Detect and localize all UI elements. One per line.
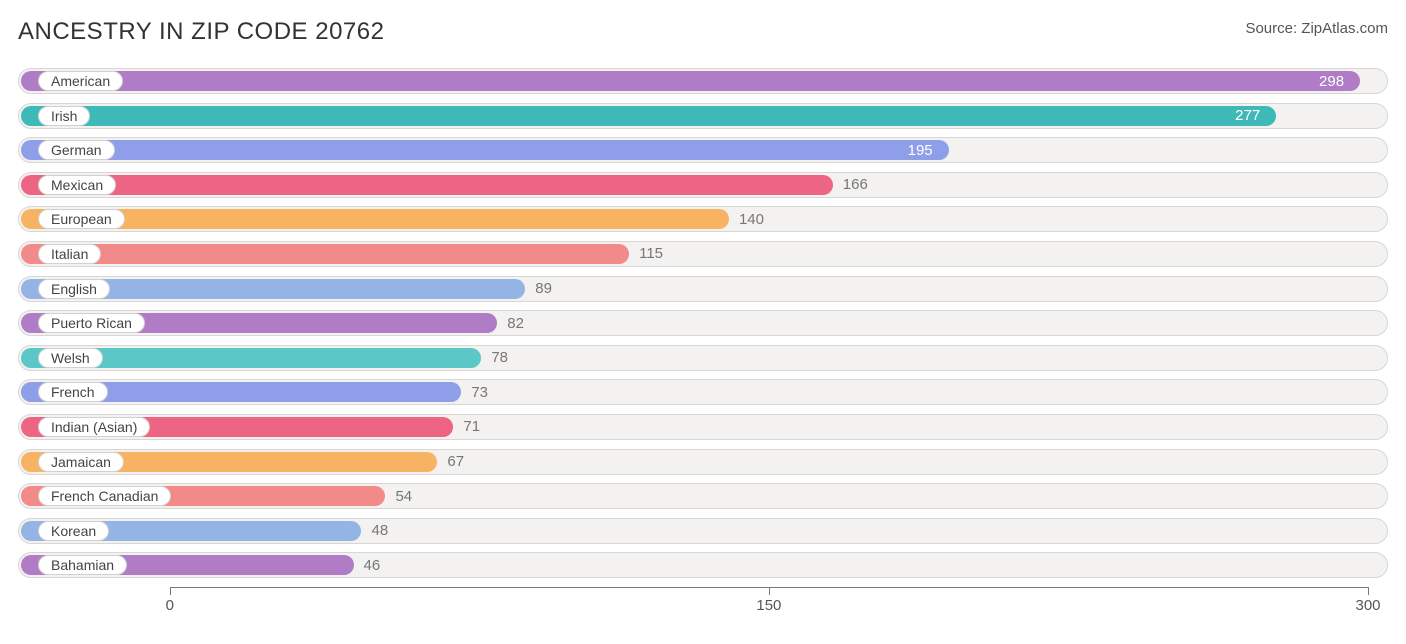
category-pill: Mexican: [38, 175, 116, 195]
plot-area: American 298 Irish 277 German 195 Mexican 166 Eu…: [18, 68, 1388, 578]
axis-tick: [769, 587, 770, 595]
value-label: 166: [843, 172, 868, 198]
bar-fill: [21, 175, 833, 195]
value-label: 140: [739, 206, 764, 232]
bar-row: Italian 115: [18, 241, 1388, 267]
axis-tick: [1368, 587, 1369, 595]
bar-fill: [21, 209, 729, 229]
value-label: 298: [1319, 68, 1344, 94]
value-label: 67: [447, 449, 464, 475]
category-pill: Bahamian: [38, 555, 127, 575]
bar-row: American 298: [18, 68, 1388, 94]
category-pill: European: [38, 209, 125, 229]
bar-fill: [21, 71, 1360, 91]
chart-source: Source: ZipAtlas.com: [1245, 18, 1388, 37]
bar-row: Korean 48: [18, 518, 1388, 544]
bar-fill: [21, 140, 949, 160]
category-pill: Puerto Rican: [38, 313, 145, 333]
value-label: 89: [535, 276, 552, 302]
bar-row: Irish 277: [18, 103, 1388, 129]
bar-row: Puerto Rican 82: [18, 310, 1388, 336]
bar-fill: [21, 244, 629, 264]
category-pill: English: [38, 279, 110, 299]
bar-row: European 140: [18, 206, 1388, 232]
category-pill: Italian: [38, 244, 101, 264]
category-pill: French Canadian: [38, 486, 171, 506]
axis-tick-label: 0: [166, 597, 174, 614]
x-axis: 0 150 300: [18, 587, 1388, 627]
chart-title: ANCESTRY IN ZIP CODE 20762: [18, 18, 384, 46]
value-label: 82: [507, 310, 524, 336]
chart-header: ANCESTRY IN ZIP CODE 20762 Source: ZipAt…: [18, 18, 1388, 46]
value-label: 46: [364, 552, 381, 578]
bar-row: English 89: [18, 276, 1388, 302]
bar-fill: [21, 106, 1276, 126]
bar-row: French 73: [18, 379, 1388, 405]
category-pill: American: [38, 71, 123, 91]
value-label: 73: [471, 379, 488, 405]
value-label: 48: [371, 518, 388, 544]
value-label: 195: [908, 137, 933, 163]
value-label: 277: [1235, 103, 1260, 129]
category-pill: Jamaican: [38, 452, 124, 472]
axis-tick: [170, 587, 171, 595]
category-pill: French: [38, 382, 108, 402]
value-label: 115: [639, 241, 663, 267]
value-label: 78: [491, 345, 508, 371]
category-pill: Korean: [38, 521, 109, 541]
category-pill: German: [38, 140, 115, 160]
ancestry-bar-chart: ANCESTRY IN ZIP CODE 20762 Source: ZipAt…: [0, 0, 1406, 644]
value-label: 54: [395, 483, 412, 509]
bar-row: Welsh 78: [18, 345, 1388, 371]
category-pill: Indian (Asian): [38, 417, 150, 437]
bar-row: French Canadian 54: [18, 483, 1388, 509]
axis-tick-label: 300: [1356, 597, 1381, 614]
axis-tick-label: 150: [756, 597, 781, 614]
bar-row: Mexican 166: [18, 172, 1388, 198]
bar-row: Jamaican 67: [18, 449, 1388, 475]
value-label: 71: [463, 414, 480, 440]
category-pill: Irish: [38, 106, 90, 126]
bar-row: Indian (Asian) 71: [18, 414, 1388, 440]
bar-row: German 195: [18, 137, 1388, 163]
category-pill: Welsh: [38, 348, 103, 368]
bar-row: Bahamian 46: [18, 552, 1388, 578]
